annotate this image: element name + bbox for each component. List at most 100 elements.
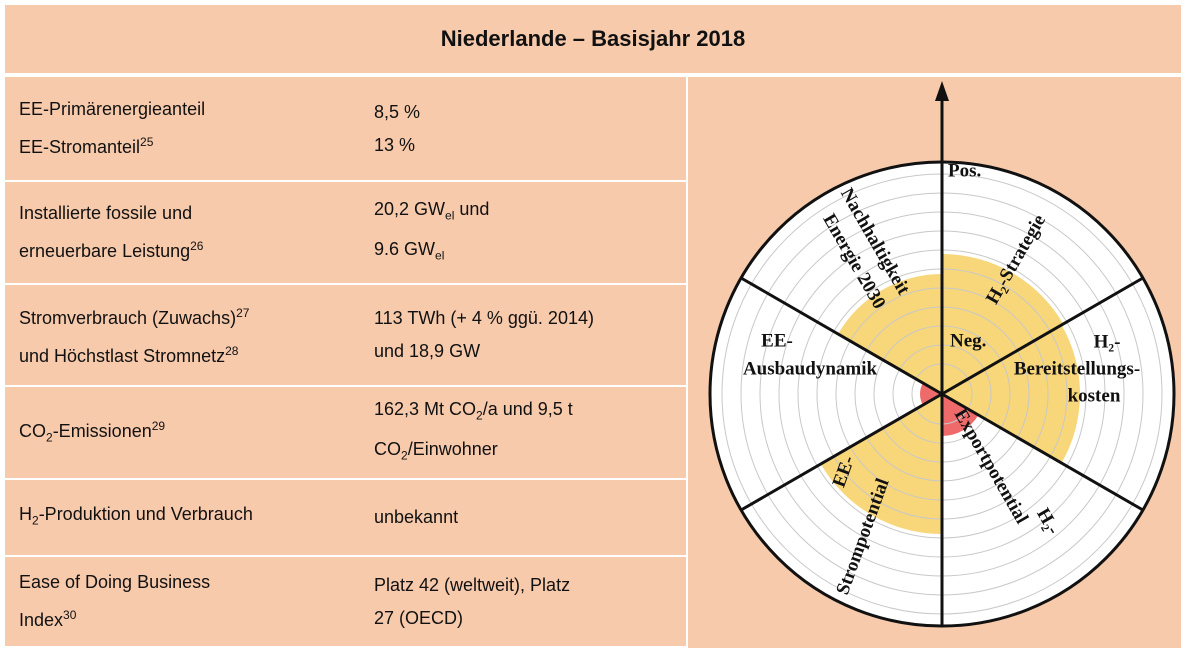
sector-fill: [920, 383, 942, 405]
cell-text: H2-Produktion und Verbrauch: [19, 480, 253, 555]
subscript: el: [435, 248, 445, 263]
text-line: 8,5 %: [374, 96, 420, 129]
text: H: [19, 503, 32, 524]
text: Stromverbrauch (Zuwachs): [19, 308, 237, 328]
cell-text: 113 TWh (+ 4 % ggü. 2014) und 18,9 GW: [374, 285, 594, 385]
diagram-label: kosten: [1068, 385, 1121, 406]
sector-fill: [838, 274, 942, 394]
text-line: und Höchstlast Stromnetz28: [19, 335, 249, 373]
text-line: EE-Stromanteil25: [19, 126, 205, 164]
text: /a und 9,5 t: [482, 398, 573, 419]
sector-line: [941, 276, 1144, 396]
text: CO: [374, 438, 401, 459]
text: EE-Primärenergieanteil: [19, 99, 206, 119]
diagram-cell: Pos. Neg. Nachhaltigkeit Energie 2030 H₂-Str…: [688, 77, 1181, 648]
table-cell: 20,2 GWel und 9.6 GWel: [360, 182, 686, 283]
text-line: 162,3 Mt CO2/a und 9,5 t: [374, 393, 573, 433]
text: Ease of Doing Business: [19, 572, 211, 592]
title: Niederlande – Basisjahr 2018: [5, 5, 1181, 73]
table-cell: 162,3 Mt CO2/a und 9,5 t CO2/Einwohner: [360, 387, 686, 478]
text-line: CO2-Emissionen29: [19, 410, 165, 455]
text-line: Ease of Doing Business: [19, 566, 210, 599]
table-cell: 113 TWh (+ 4 % ggü. 2014) und 18,9 GW: [360, 285, 686, 385]
text: 113 TWh (+ 4 % ggü. 2014): [374, 308, 594, 328]
subscript: 2: [476, 408, 483, 423]
cell-text: Ease of Doing Business Index30: [19, 557, 210, 646]
diagram-label: EE-: [761, 330, 793, 351]
superscript: 28: [225, 344, 239, 358]
text: EE-Stromanteil: [19, 137, 141, 157]
cell-text: 8,5 % 13 %: [374, 77, 420, 180]
cell-text: 162,3 Mt CO2/a und 9,5 t CO2/Einwohner: [374, 387, 573, 478]
text: unbekannt: [374, 507, 459, 527]
text: CO: [19, 421, 46, 442]
superscript: 27: [236, 306, 250, 320]
text-line: unbekannt: [374, 501, 458, 534]
subscript: 2: [32, 513, 39, 528]
cell-text: CO2-Emissionen29: [19, 387, 165, 478]
table-cell: Stromverbrauch (Zuwachs)27 und Höchstlast…: [5, 285, 361, 385]
text-line: und 18,9 GW: [374, 335, 594, 368]
text: 9.6 GW: [374, 238, 436, 259]
diagram-label: H₂-: [1094, 331, 1121, 352]
text-line: 13 %: [374, 129, 420, 162]
text-line: H2-Produktion und Verbrauch: [19, 498, 253, 538]
cell-text: EE-Primärenergieanteil EE-Stromanteil25: [19, 77, 205, 180]
text: 162,3 Mt CO: [374, 398, 477, 419]
text-line: 20,2 GWel und: [374, 193, 489, 233]
text: erneuerbare Leistung: [19, 241, 191, 261]
text-line: 9.6 GWel: [374, 233, 489, 273]
text: 27 (OECD): [374, 607, 464, 628]
text: und 18,9 GW: [374, 341, 481, 361]
text: Platz 42 (weltweit), Platz: [374, 574, 571, 595]
text: und: [454, 198, 490, 219]
table-cell: H2-Produktion und Verbrauch: [5, 480, 361, 555]
diagram-label: Pos.: [948, 160, 981, 181]
text-line: 27 (OECD): [374, 602, 570, 635]
sector-line: [941, 392, 1144, 512]
cell-text: Installierte fossile und erneuerbare Leis…: [19, 182, 203, 283]
text: Installierte fossile und: [19, 203, 193, 223]
text: /Einwohner: [407, 438, 498, 459]
text-line: erneuerbare Leistung26: [19, 230, 203, 268]
sector-fill: [942, 254, 1064, 394]
superscript: 26: [190, 239, 204, 253]
text: -Emissionen: [52, 421, 152, 442]
text-line: Stromverbrauch (Zuwachs)27: [19, 297, 249, 335]
table-cell: Platz 42 (weltweit), Platz 27 (OECD): [360, 557, 686, 646]
superscript: 30: [63, 608, 77, 622]
text: 13 %: [374, 134, 416, 155]
table-cell: 8,5 % 13 %: [360, 77, 686, 180]
subscript: 2: [46, 430, 53, 445]
sector-line: [740, 392, 943, 512]
text-line: Installierte fossile und: [19, 197, 203, 230]
sector-fill: [820, 394, 942, 534]
text-line: Index30: [19, 599, 210, 637]
text-line: 113 TWh (+ 4 % ggü. 2014): [374, 302, 594, 335]
diagram-label: Neg.: [950, 330, 986, 351]
text-line: CO2/Einwohner: [374, 433, 573, 473]
cell-text: 20,2 GWel und 9.6 GWel: [374, 182, 489, 283]
subscript: 2: [401, 448, 408, 463]
sector-fill: [942, 325, 1080, 463]
table-cell: unbekannt: [360, 480, 686, 555]
diagram-label: Bereitstellungs-: [1014, 358, 1140, 379]
text: Index: [19, 610, 64, 630]
text: -Produktion und Verbrauch: [38, 503, 253, 524]
text-line: EE-Primärenergieanteil: [19, 93, 205, 126]
sector-fill: [942, 394, 979, 436]
cell-text: Platz 42 (weltweit), Platz 27 (OECD): [374, 557, 570, 646]
text: und Höchstlast Stromnetz: [19, 346, 226, 366]
text: 8,5 %: [374, 101, 421, 122]
sector-line: [740, 276, 943, 396]
cell-text: Stromverbrauch (Zuwachs)27 und Höchstlast…: [19, 285, 249, 385]
table-cell: CO2-Emissionen29: [5, 387, 361, 478]
table-cell: Installierte fossile und erneuerbare Leis…: [5, 182, 361, 283]
text: 20,2 GW: [374, 198, 446, 219]
diagram-label: Ausbaudynamik: [743, 358, 878, 379]
cell-text: unbekannt: [374, 480, 458, 555]
superscript: 25: [140, 135, 154, 149]
arrow-head: [935, 81, 949, 101]
table-cell: Ease of Doing Business Index30: [5, 557, 361, 646]
